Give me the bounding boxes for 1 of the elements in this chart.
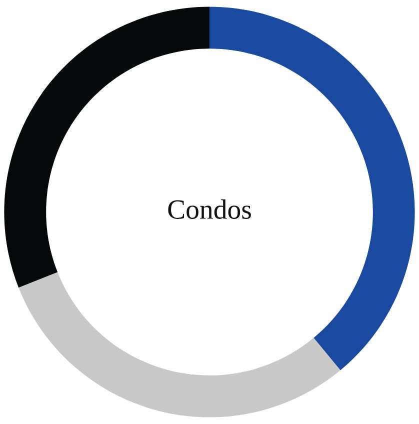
text: Condos bbox=[168, 199, 251, 219]
